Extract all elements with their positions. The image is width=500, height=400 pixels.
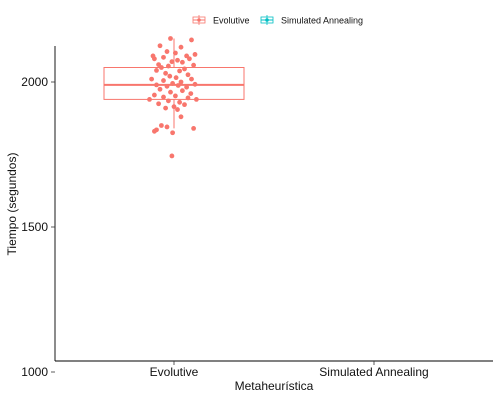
evolutive-point: [178, 114, 184, 120]
evolutive-point: [163, 70, 169, 76]
evolutive-point: [171, 104, 177, 110]
evolutive-point: [178, 44, 184, 50]
legend-key-simulated-annealing: [260, 15, 274, 25]
evolutive-point: [177, 99, 183, 105]
y-tick-label: 2000: [21, 75, 48, 89]
evolutive-point: [180, 59, 185, 65]
evolutive-point: [192, 81, 198, 87]
legend-key-evolutive: [192, 15, 206, 25]
evolutive-point: [187, 56, 192, 62]
evolutive-point: [178, 79, 184, 85]
evolutive-point: [173, 75, 179, 81]
y-ticks: 500100015002000: [21, 75, 55, 379]
x-axis-title: Metaheurística: [235, 379, 314, 393]
points-layer: [147, 36, 199, 159]
legend-label-evolutive: Evolutive: [213, 16, 250, 26]
evolutive-point: [180, 88, 185, 94]
evolutive-point: [161, 78, 166, 83]
evolutive-point: [194, 97, 199, 102]
evolutive-point: [164, 124, 170, 130]
evolutive-point: [169, 153, 175, 159]
evolutive-point: [189, 37, 194, 43]
evolutive-point: [182, 66, 187, 72]
evolutive-box: [103, 67, 245, 100]
evolutive-point: [147, 97, 152, 102]
evolutive-point: [170, 130, 176, 136]
boxes-layer: [103, 38, 245, 129]
x-tick-label: Simulated Annealing: [319, 365, 428, 379]
y-axis-title: Tiempo (segundos): [5, 153, 19, 256]
evolutive-point: [192, 52, 198, 57]
legend: Evolutive Simulated Annealing: [192, 15, 363, 26]
evolutive-point: [191, 62, 197, 68]
evolutive-point: [152, 92, 157, 98]
evolutive-point: [184, 84, 190, 90]
evolutive-point: [154, 82, 159, 88]
evolutive-point: [185, 72, 191, 78]
evolutive-point: [161, 94, 166, 100]
evolutive-point: [177, 68, 183, 74]
evolutive-point: [159, 65, 164, 70]
evolutive-point: [156, 101, 162, 107]
evolutive-point: [173, 93, 178, 99]
evolutive-point: [157, 86, 163, 92]
evolutive-point: [152, 128, 157, 134]
evolutive-point: [168, 36, 173, 41]
evolutive-point: [170, 81, 176, 86]
evolutive-point: [164, 83, 170, 89]
evolutive-point: [149, 76, 155, 82]
evolutive-point: [188, 91, 194, 96]
evolutive-point: [167, 73, 173, 79]
evolutive-point: [166, 98, 171, 104]
x-ticks: Evolutive Simulated Annealing: [150, 361, 429, 379]
evolutive-point: [175, 107, 180, 112]
evolutive-point: [175, 57, 180, 63]
evolutive-point: [169, 59, 175, 65]
evolutive-point: [157, 43, 163, 49]
evolutive-point: [182, 102, 187, 108]
evolutive-point: [164, 49, 170, 54]
legend-label-simulated-annealing: Simulated Annealing: [281, 16, 363, 26]
evolutive-point: [185, 95, 191, 101]
evolutive-point: [152, 56, 157, 62]
x-tick-label: Evolutive: [150, 365, 199, 379]
evolutive-point: [166, 63, 171, 69]
y-tick-label: 1500: [21, 220, 48, 234]
evolutive-point: [159, 123, 164, 128]
y-tick-label: 1000: [21, 365, 48, 379]
evolutive-point: [191, 125, 197, 131]
evolutive-point: [161, 54, 166, 60]
evolutive-point: [173, 50, 178, 56]
evolutive-point: [175, 83, 181, 88]
evolutive-point: [168, 89, 173, 95]
evolutive-point: [154, 68, 159, 73]
evolutive-point: [163, 105, 169, 111]
evolutive-point: [189, 76, 194, 82]
